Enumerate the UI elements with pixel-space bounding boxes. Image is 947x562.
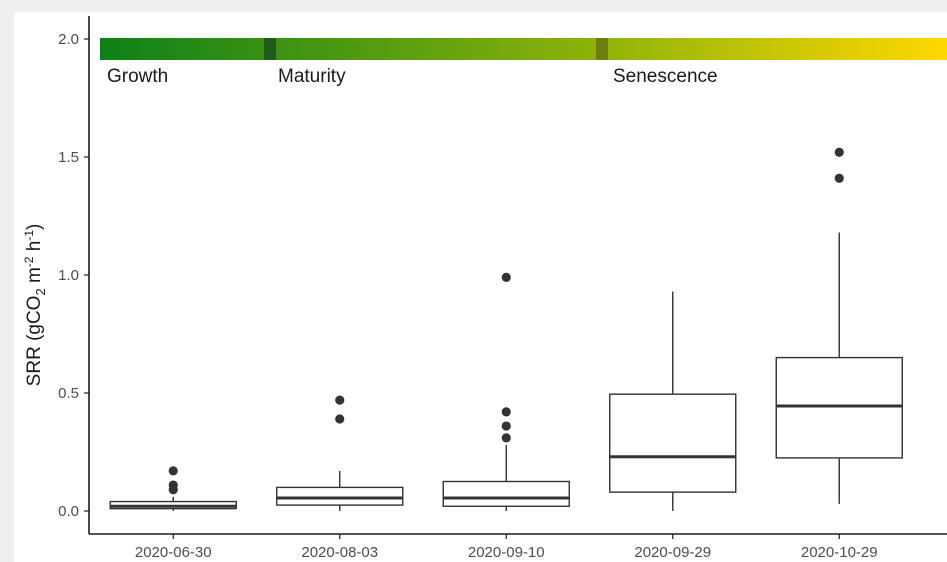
outlier-point — [501, 433, 511, 443]
stage-label-maturity: Maturity — [278, 66, 346, 87]
x-tick-label: 2020-10-29 — [801, 544, 878, 561]
outlier-point — [834, 173, 844, 183]
stage-gradient-bar — [100, 38, 947, 60]
stage-label-senescence: Senescence — [613, 66, 718, 87]
y-tick-label: 1.0 — [58, 267, 79, 284]
box-iqr — [442, 480, 570, 507]
x-tick-label: 2020-08-03 — [301, 544, 378, 561]
y-tick-label: 0.5 — [58, 385, 79, 402]
x-tick-label: 2020-09-10 — [468, 544, 545, 561]
outlier-point — [335, 395, 345, 405]
box-2020-08-03 — [276, 395, 404, 511]
box-iqr — [276, 486, 404, 506]
x-tick-label: 2020-09-29 — [634, 544, 711, 561]
box-2020-06-30 — [109, 466, 237, 511]
box-2020-10-29 — [775, 147, 903, 504]
y-axis-title: SRR (gCO2 m-2 h-1) — [22, 224, 48, 387]
box-2020-09-29 — [609, 291, 737, 511]
x-tick-label: 2020-06-30 — [135, 544, 212, 561]
y-tick-label: 1.5 — [58, 149, 79, 166]
stage-label-growth: Growth — [107, 66, 168, 87]
x-axis-ticks: 2020-06-30 2020-08-03 2020-09-10 2020-09-29… — [135, 534, 878, 561]
y-tick-label: 0.0 — [58, 503, 79, 520]
stage-divider-senescence — [596, 38, 608, 60]
y-tick-label: 2.0 — [58, 31, 79, 48]
stage-divider-maturity — [264, 38, 276, 60]
y-axis-ticks: 0.0 0.5 1.0 1.5 2.0 — [58, 31, 89, 520]
outlier-point — [501, 421, 511, 431]
outlier-point — [168, 466, 178, 476]
outlier-point — [168, 480, 178, 490]
outlier-point — [501, 272, 511, 282]
outlier-point — [501, 407, 511, 417]
outlier-point — [834, 147, 844, 157]
box-iqr — [775, 356, 903, 459]
box-series — [109, 147, 903, 511]
outlier-point — [335, 414, 345, 424]
box-2020-09-10 — [442, 272, 570, 511]
box-iqr — [609, 393, 737, 493]
stage-bar: Growth Maturity Senescence — [100, 38, 947, 87]
